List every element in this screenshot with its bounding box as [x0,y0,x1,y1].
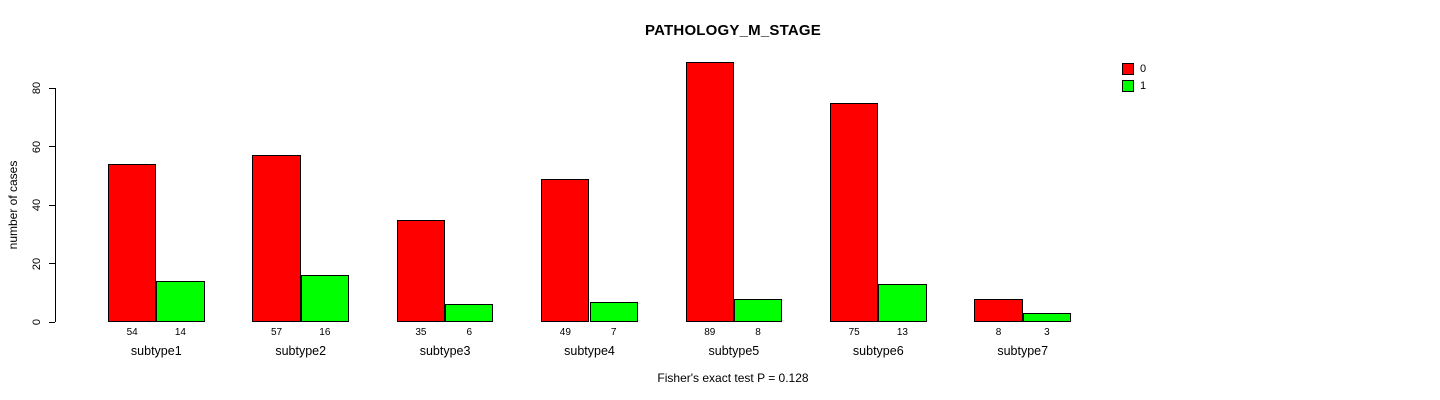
bar-series-0-subtype2 [252,155,301,322]
bar-series-1-subtype7 [1022,313,1071,322]
category-label-subtype4: subtype4 [564,344,615,358]
bar-series-1-subtype1 [156,281,205,322]
y-tick-label: 60 [31,140,43,153]
bar-series-1-subtype4 [589,301,638,322]
value-label: 13 [896,327,908,338]
bar-series-1-subtype5 [733,298,783,322]
value-label: 14 [174,327,186,338]
chart-title: PATHOLOGY_M_STAGE [645,22,821,39]
bar-series-0-subtype3 [396,219,446,322]
legend-item-1: 1 [1122,79,1146,93]
value-label: 57 [270,327,283,338]
legend-swatch-icon [1122,63,1134,75]
value-label: 3 [1044,327,1050,338]
bar-series-1-subtype6 [878,283,927,322]
legend-swatch-icon [1122,80,1134,92]
value-label: 35 [415,327,427,338]
y-tick-label: 0 [31,318,43,326]
value-label: 8 [995,327,1002,338]
bar-series-0-subtype5 [685,61,734,322]
value-label: 7 [610,327,617,338]
y-tick-mark [49,321,55,323]
y-tick-label: 80 [31,81,43,95]
value-label: 75 [848,327,860,338]
y-axis-label: number of cases [6,160,20,250]
legend-label: 0 [1140,63,1147,75]
value-label: 89 [704,327,716,338]
category-label-subtype3: subtype3 [419,344,471,358]
bar-series-1-subtype2 [300,275,349,322]
category-label-subtype2: subtype2 [275,344,327,358]
legend-label: 1 [1140,80,1147,92]
value-label: 49 [559,327,571,338]
y-tick-mark [49,204,55,206]
value-label: 16 [319,327,331,338]
value-label: 8 [755,327,761,338]
y-tick-mark [49,87,55,89]
category-label-subtype6: subtype6 [852,344,904,358]
y-tick-label: 40 [31,198,43,212]
y-tick-mark [49,263,55,264]
caption-fishers-test: Fisher's exact test P = 0.128 [657,371,809,385]
category-label-subtype7: subtype7 [997,344,1049,358]
bar-series-0-subtype1 [108,164,157,322]
bar-series-0-subtype7 [974,298,1023,322]
category-label-subtype1: subtype1 [130,344,182,358]
y-tick-mark [49,146,55,147]
bar-series-1-subtype3 [445,304,494,322]
bar-series-0-subtype6 [830,102,879,322]
y-tick-label: 20 [31,257,43,270]
y-axis-line [55,88,56,322]
value-label: 6 [466,327,473,338]
value-label: 54 [126,327,138,338]
legend-item-0: 0 [1122,62,1146,76]
bar-series-0-subtype4 [541,178,590,322]
category-label-subtype5: subtype5 [708,344,760,358]
